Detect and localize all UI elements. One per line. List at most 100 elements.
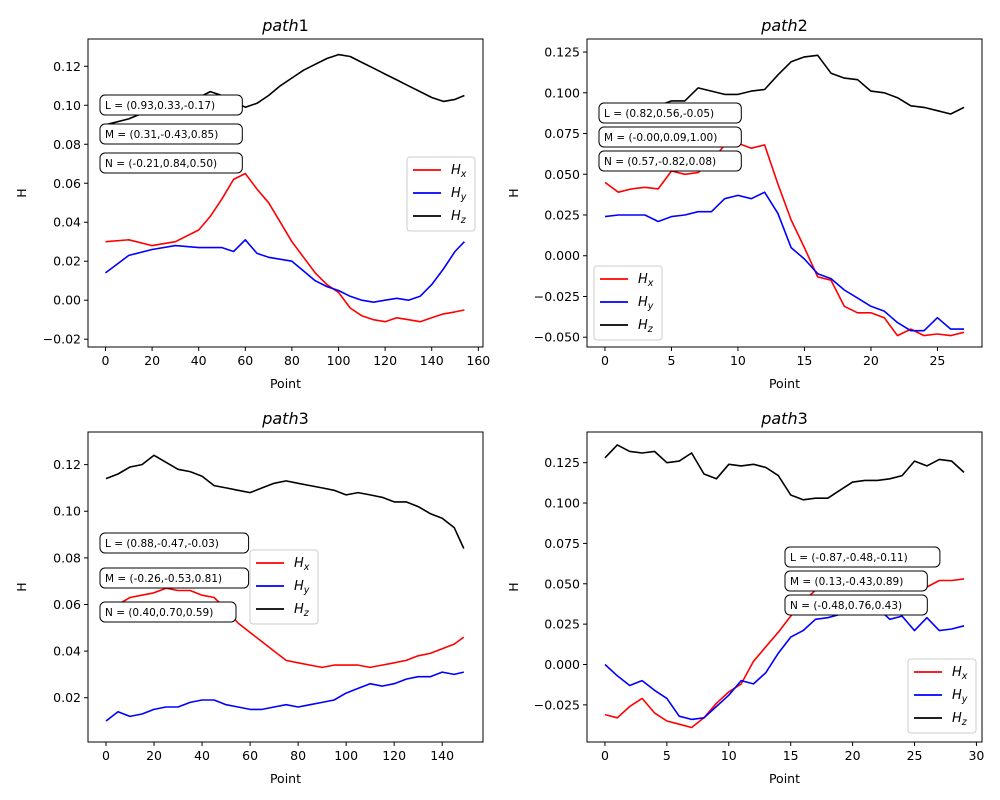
y-tick-label: −0.025	[534, 697, 580, 712]
chart-title-text: path	[760, 409, 797, 428]
x-tick-label: 20	[845, 748, 861, 763]
series-line-hy	[604, 191, 964, 332]
y-axis-label: H	[506, 582, 521, 591]
series-line-hx	[604, 142, 965, 337]
y-tick-label: 0.10	[53, 98, 81, 113]
chart-title-text: path	[261, 409, 298, 428]
legend-label-hy: Hy	[952, 688, 968, 705]
plot-frame	[586, 431, 983, 743]
annotation-text: N = (-0.48,0.76,0.43)	[790, 600, 902, 612]
y-tick-label: 0.100	[544, 85, 580, 100]
annotation-text: L = (0.88,-0.47,-0.03)	[105, 538, 219, 550]
y-tick-label: 0.050	[544, 167, 580, 182]
x-tick-label: 160	[466, 353, 490, 368]
x-tick-label: 5	[667, 353, 675, 368]
x-tick-label: 30	[968, 748, 984, 763]
plot-frame	[87, 38, 484, 348]
plot-frame	[87, 431, 484, 743]
y-tick-label: 0.125	[544, 455, 580, 470]
annotation-text: L = (0.93,0.33,-0.17)	[105, 100, 215, 112]
legend-box	[593, 265, 663, 341]
chart-title: path2	[760, 16, 808, 35]
x-tick-label: 10	[721, 748, 737, 763]
chart-title-number: 3	[299, 409, 309, 428]
legend-label-main: H	[952, 711, 962, 726]
annotation-box	[784, 546, 941, 568]
y-axis-label: H	[14, 188, 29, 197]
legend-label-main: H	[952, 665, 962, 680]
annotation-box	[598, 102, 742, 124]
legend-label-sub: x	[303, 562, 310, 573]
x-tick-label: 20	[146, 748, 162, 763]
legend-label-sub: x	[460, 169, 467, 180]
x-axis-label: Point	[769, 771, 800, 786]
legend-label-main: H	[638, 272, 648, 287]
legend-label-hy: Hy	[638, 295, 654, 312]
x-tick-label: 0	[102, 748, 110, 763]
y-tick-label: 0.125	[544, 45, 580, 60]
y-tick-label: 0.06	[53, 597, 81, 612]
x-tick-label: 0	[102, 353, 110, 368]
legend-label-hz: Hz	[952, 711, 968, 728]
y-tick-label: 0.04	[53, 644, 81, 659]
annotation-text: M = (0.31,-0.43,0.85)	[105, 129, 218, 141]
annotation-text: L = (0.82,0.56,-0.05)	[604, 108, 714, 120]
legend-label-sub: z	[961, 717, 968, 728]
chart-panel-3: path3 0 20 40 60 80 100 120 140 0.02 0.04 0.06 0.08 0…	[14, 409, 484, 786]
x-tick-label: 100	[327, 353, 351, 368]
y-tick-label: 0.075	[544, 126, 580, 141]
chart-title-text: path	[760, 16, 797, 35]
legend-label-hx: Hx	[451, 163, 467, 180]
x-tick-label: 20	[144, 353, 160, 368]
legend-label-sub: y	[647, 301, 654, 312]
annotation-text: L = (-0.87,-0.48,-0.11)	[790, 552, 908, 564]
legend-label-hx: Hx	[638, 272, 654, 289]
x-tick-label: 0	[601, 748, 609, 763]
y-tick-label: 0.12	[53, 59, 81, 74]
legend-label-sub: y	[460, 192, 467, 203]
chart-panel-1: path1 0 20 40 60 80 100 120 140 160 −0.02 0.00 0.02 0…	[14, 16, 490, 391]
legend-label-sub: y	[303, 585, 310, 596]
y-tick-label: 0.000	[544, 657, 580, 672]
series-line-hz	[604, 444, 965, 501]
annotation-box	[598, 126, 742, 148]
legend-label-sub: x	[647, 278, 654, 289]
chart-title: path1	[261, 16, 309, 35]
chart-title-number: 1	[299, 16, 309, 35]
chart-title: path3	[760, 409, 808, 428]
x-tick-label: 10	[730, 353, 746, 368]
legend-label-sub: z	[647, 324, 654, 335]
annotation-text: N = (0.57,-0.82,0.08)	[604, 156, 716, 168]
x-tick-label: 0	[601, 353, 609, 368]
legend-label-sub: y	[961, 694, 968, 705]
chart-title-text: path	[261, 16, 298, 35]
annotation-text: M = (0.13,-0.43,0.89)	[790, 576, 903, 588]
x-tick-label: 5	[663, 748, 671, 763]
legend-label-hz: Hz	[638, 318, 654, 335]
legend-label-sub: z	[303, 608, 310, 619]
plot-frame	[586, 38, 983, 348]
legend-label-main: H	[451, 163, 461, 178]
y-tick-label: −0.025	[534, 289, 580, 304]
annotation-text: M = (-0.26,-0.53,0.81)	[105, 573, 222, 585]
annotation-box	[99, 123, 243, 145]
y-tick-label: 0.12	[53, 457, 81, 472]
y-tick-label: −0.050	[534, 330, 580, 345]
x-tick-label: 60	[237, 353, 253, 368]
y-tick-label: 0.025	[544, 208, 580, 223]
y-tick-label: 0.10	[53, 504, 81, 519]
y-tick-label: 0.02	[53, 690, 81, 705]
x-tick-label: 100	[334, 748, 358, 763]
legend-label-main: H	[294, 602, 304, 617]
legend-label-main: H	[294, 579, 304, 594]
legend-label-main: H	[638, 318, 648, 333]
legend-box	[907, 658, 977, 734]
annotation-box	[99, 567, 250, 589]
x-tick-label: 120	[373, 353, 397, 368]
legend-label-main: H	[451, 209, 461, 224]
legend-label-hz: Hz	[451, 209, 467, 226]
x-axis-label: Point	[769, 376, 800, 391]
